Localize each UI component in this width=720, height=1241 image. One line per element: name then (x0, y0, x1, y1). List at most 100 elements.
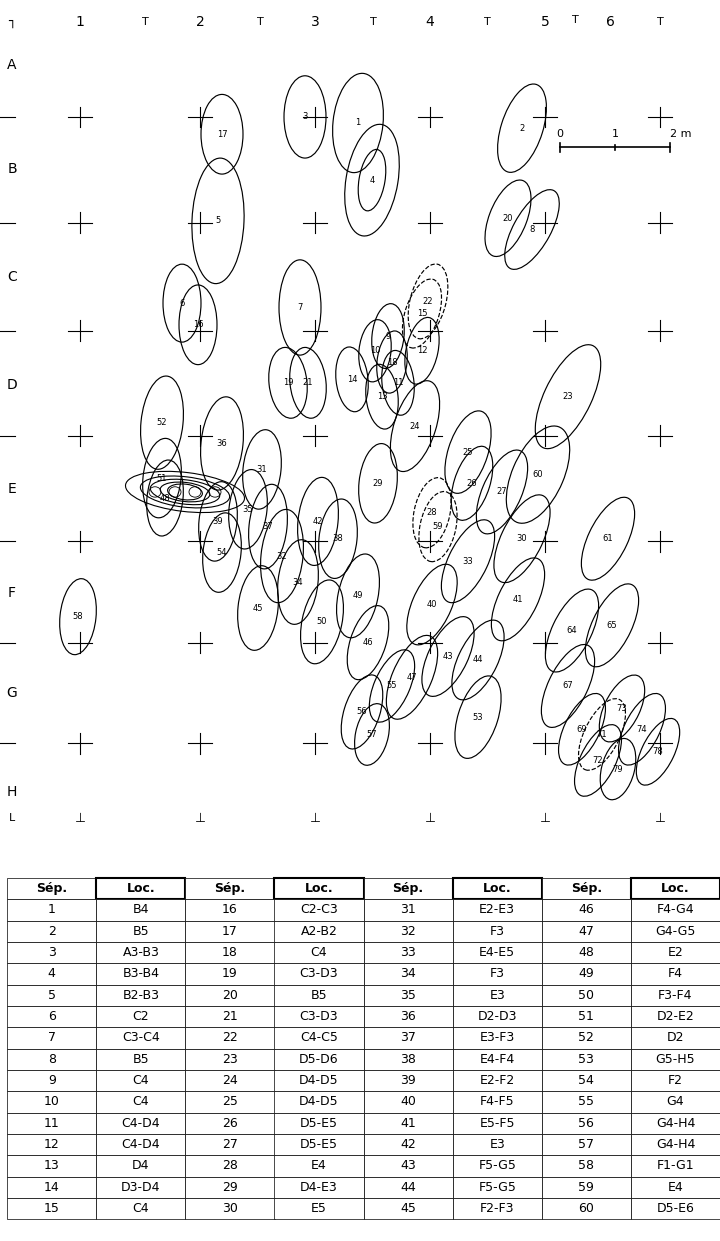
Text: 6: 6 (179, 299, 185, 308)
Text: 19: 19 (283, 379, 293, 387)
Text: 15: 15 (417, 309, 427, 318)
Text: 14: 14 (347, 375, 357, 383)
Text: 71: 71 (597, 730, 607, 738)
Text: ⊥: ⊥ (75, 812, 86, 825)
Text: 39: 39 (212, 517, 223, 526)
Text: ┐: ┐ (8, 15, 16, 29)
Text: 25: 25 (463, 448, 473, 457)
Text: 21: 21 (302, 379, 313, 387)
Text: 42: 42 (312, 517, 323, 526)
Text: 13: 13 (377, 392, 387, 401)
Text: 55: 55 (387, 681, 397, 690)
Text: 65: 65 (607, 620, 617, 630)
Text: T: T (484, 16, 490, 26)
Text: 72: 72 (593, 756, 603, 764)
Text: 10: 10 (370, 346, 380, 355)
Text: 33: 33 (463, 557, 473, 566)
Text: 5: 5 (215, 216, 220, 226)
Text: 51: 51 (157, 474, 167, 483)
Text: 57: 57 (366, 730, 377, 738)
Text: ⊥: ⊥ (539, 812, 550, 825)
Text: 18: 18 (387, 357, 397, 366)
Text: 49: 49 (353, 592, 364, 601)
Text: ⊥: ⊥ (310, 812, 320, 825)
Text: 27: 27 (497, 488, 508, 496)
Text: 3: 3 (310, 15, 320, 29)
Text: 5: 5 (541, 15, 549, 29)
Text: 32: 32 (276, 551, 287, 561)
Text: 4: 4 (426, 15, 434, 29)
Text: 23: 23 (563, 392, 573, 401)
Text: 46: 46 (363, 638, 373, 647)
Text: G: G (6, 686, 17, 700)
Text: 7: 7 (297, 303, 302, 311)
Text: 1: 1 (76, 15, 84, 29)
Text: T: T (572, 15, 578, 25)
Text: 47: 47 (407, 673, 418, 681)
Text: 29: 29 (373, 479, 383, 488)
Text: 64: 64 (567, 625, 577, 635)
Text: 53: 53 (473, 712, 483, 722)
Text: T: T (142, 16, 148, 26)
Text: 73: 73 (616, 704, 627, 714)
Text: 79: 79 (613, 764, 624, 773)
Text: 34: 34 (293, 577, 303, 587)
Text: 17: 17 (217, 130, 228, 139)
Text: F: F (8, 586, 16, 601)
Text: 0: 0 (557, 129, 564, 139)
Text: 12: 12 (417, 346, 427, 355)
Text: 69: 69 (577, 725, 588, 733)
Text: 1: 1 (356, 118, 361, 128)
Text: 28: 28 (427, 509, 437, 517)
Text: 44: 44 (473, 655, 483, 664)
Text: ⊥: ⊥ (654, 812, 665, 825)
Text: 48: 48 (160, 494, 171, 503)
Text: E: E (8, 483, 17, 496)
Text: ⊥: ⊥ (194, 812, 205, 825)
Text: 59: 59 (433, 522, 444, 531)
Text: 58: 58 (73, 612, 84, 622)
Text: 52: 52 (157, 418, 167, 427)
Text: 11: 11 (392, 379, 403, 387)
Text: 61: 61 (603, 534, 613, 544)
Text: ⊥: ⊥ (425, 812, 436, 825)
Text: 74: 74 (636, 725, 647, 733)
Text: 31: 31 (257, 465, 267, 474)
Text: L: L (9, 814, 15, 824)
Text: 41: 41 (513, 594, 523, 604)
Text: 67: 67 (562, 681, 573, 690)
Text: 36: 36 (217, 439, 228, 448)
Text: 20: 20 (503, 213, 513, 223)
Text: 2: 2 (519, 124, 525, 133)
Text: 22: 22 (423, 297, 433, 307)
Text: 35: 35 (243, 505, 253, 514)
Text: 40: 40 (427, 601, 437, 609)
Text: 9: 9 (385, 331, 391, 340)
Text: C: C (7, 271, 17, 284)
Text: 45: 45 (253, 603, 264, 613)
Text: 78: 78 (652, 747, 663, 756)
Text: 3: 3 (302, 113, 307, 122)
Text: 1: 1 (611, 129, 618, 139)
Text: H: H (6, 786, 17, 799)
Text: 30: 30 (517, 534, 527, 544)
Text: T: T (657, 16, 663, 26)
Text: 16: 16 (193, 320, 203, 329)
Text: 26: 26 (467, 479, 477, 488)
Text: 2: 2 (196, 15, 204, 29)
Text: 37: 37 (263, 522, 274, 531)
Text: 56: 56 (356, 707, 367, 716)
Text: A: A (7, 58, 17, 72)
Text: B: B (7, 161, 17, 176)
Text: D: D (6, 379, 17, 392)
Text: 43: 43 (443, 652, 454, 661)
Text: T: T (369, 16, 377, 26)
Text: 50: 50 (317, 617, 328, 627)
Text: 8: 8 (529, 225, 535, 235)
Text: 38: 38 (333, 534, 343, 544)
Text: 54: 54 (217, 549, 228, 557)
Text: 24: 24 (410, 422, 420, 431)
Text: 60: 60 (533, 470, 544, 479)
Text: 4: 4 (369, 176, 374, 185)
Text: 2 m: 2 m (670, 129, 691, 139)
